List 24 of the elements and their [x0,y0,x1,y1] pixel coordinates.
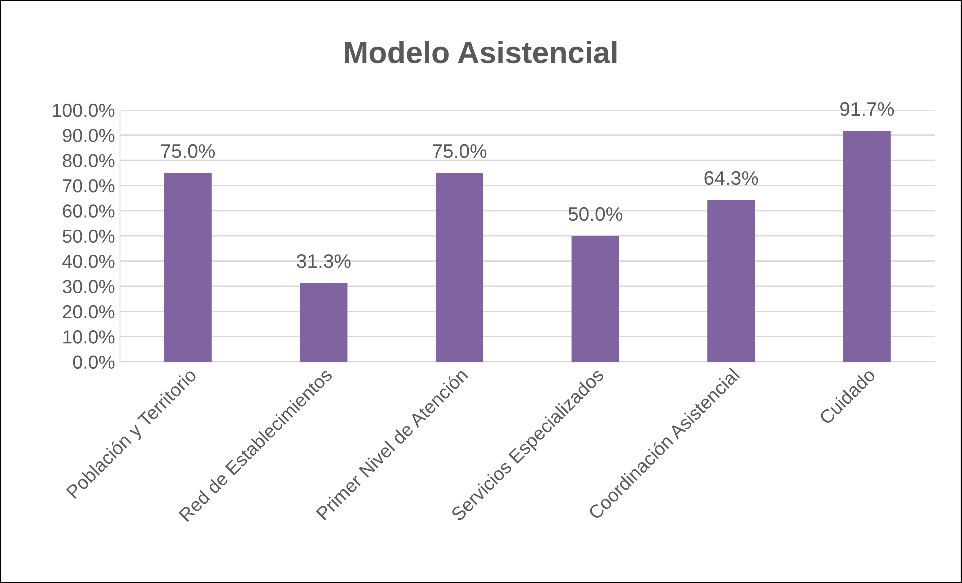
data-label: 75.0% [162,144,216,158]
bar [572,236,620,362]
data-label: 64.3% [704,171,758,186]
y-tick-label: 60.0% [63,204,115,218]
y-tick-label: 50.0% [62,230,115,244]
y-tick-label: 100.0% [53,104,115,118]
y-tick-label: 0.0% [73,356,115,370]
y-tick-label: 30.0% [62,280,115,294]
y-tick-label: 70.0% [63,179,115,193]
data-label: 75.0% [433,144,487,158]
bar [300,283,348,362]
data-label: 91.7% [840,102,894,116]
y-tick-label: 40.0% [62,255,115,268]
bar [708,200,756,362]
chart-title: Modelo Asistencial [345,41,617,64]
y-tick-label: 90.0% [63,129,115,142]
bar [843,131,891,362]
y-tick-label: 10.0% [64,330,115,344]
data-label: 31.3% [297,254,351,268]
bar [436,173,484,362]
data-label: 50.0% [568,207,622,222]
bar [164,173,212,362]
y-tick-label: 20.0% [63,305,115,319]
y-tick-label: 80.0% [63,154,115,168]
